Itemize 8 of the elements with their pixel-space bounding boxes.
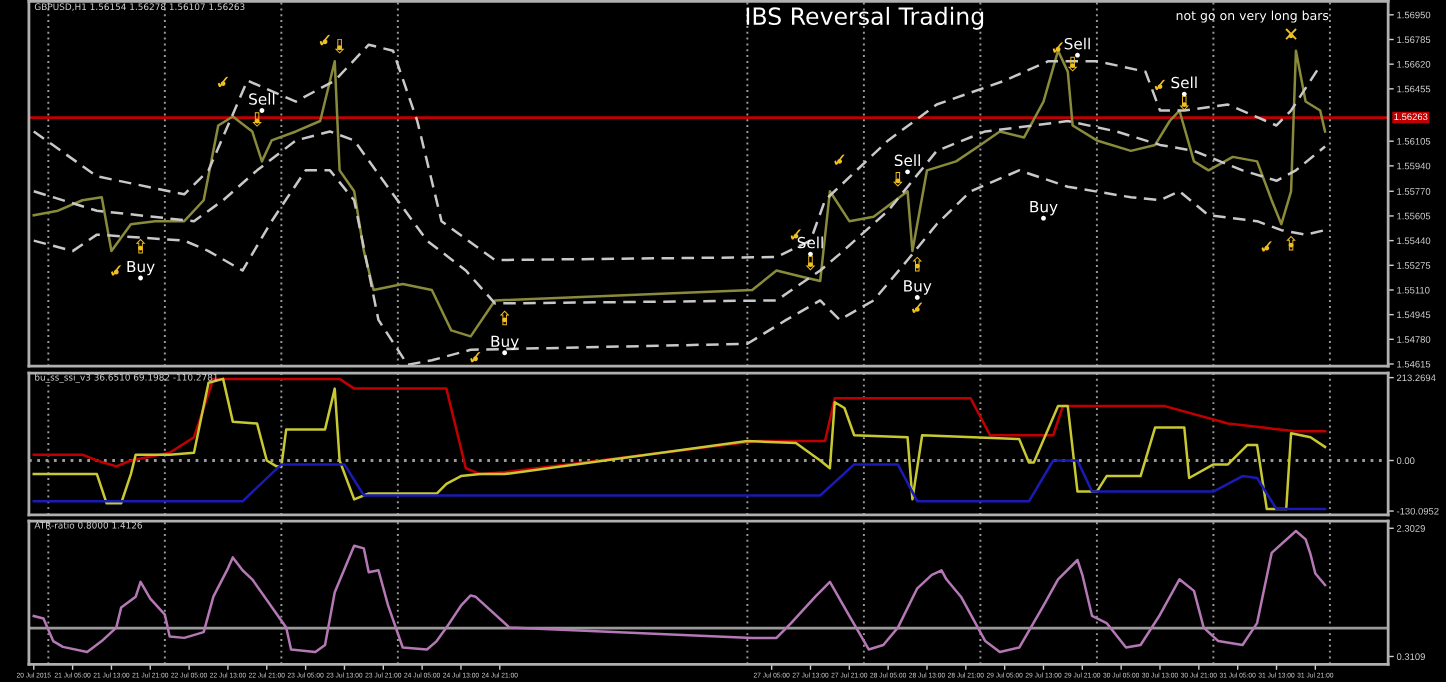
chart-title: IBS Reversal Trading: [746, 6, 984, 30]
data-label: ⇧: [499, 310, 510, 326]
data-label: ⇩: [805, 255, 816, 271]
data-label: ⇧: [912, 256, 923, 272]
data-label: ⇧: [135, 238, 146, 254]
data-label: ⇩: [1067, 56, 1078, 72]
data-label: ⇩: [1179, 95, 1190, 111]
data-label: ⇩: [334, 38, 345, 54]
